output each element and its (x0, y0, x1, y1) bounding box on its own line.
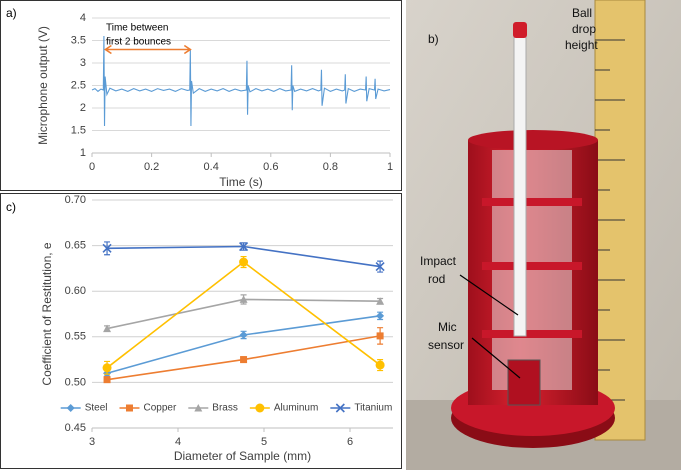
y-tick-label: 4 (80, 12, 86, 24)
x-tick-label: 5 (261, 436, 267, 448)
legend-label: Copper (143, 403, 176, 414)
photo-label: Ball (572, 6, 592, 20)
drop-tube (513, 35, 527, 337)
ruler-ticks (595, 39, 625, 401)
shelf (482, 198, 582, 206)
tube-cap (513, 22, 527, 38)
shelf (482, 330, 582, 338)
y-tick-label: 0.55 (65, 331, 86, 343)
annotation-arrow (103, 44, 192, 55)
marker (375, 262, 385, 272)
panel-label: a) (6, 6, 17, 20)
y-tick-label: 0.60 (65, 285, 86, 297)
legend-marker (66, 404, 75, 412)
photo-label: Impact (420, 254, 457, 268)
legend-label: Titanium (354, 403, 392, 414)
photo-label: Mic (438, 320, 457, 334)
x-tick-label: 0.2 (144, 161, 159, 173)
marker (102, 363, 112, 373)
x-axis-title: Diameter of Sample (mm) (174, 449, 311, 463)
marker (376, 311, 385, 320)
photo-label: drop (572, 22, 596, 36)
marker (239, 257, 249, 267)
series-line (91, 35, 391, 127)
y-axis-title: Coefficient of Restitution, e (40, 242, 54, 386)
x-tick-label: 0 (89, 161, 95, 173)
x-tick-label: 3 (89, 436, 95, 448)
x-tick-label: 1 (387, 161, 393, 173)
marker (103, 324, 112, 333)
y-tick-label: 1 (80, 147, 86, 159)
y-axis-title: Microphone output (V) (36, 26, 50, 145)
marker (376, 332, 384, 340)
x-axis-title: Time (s) (219, 175, 263, 189)
legend-marker (335, 403, 345, 413)
marker (103, 376, 111, 384)
shelf (482, 262, 582, 270)
legend-marker (255, 403, 265, 413)
marker (102, 243, 112, 253)
y-tick-label: 1.5 (71, 124, 86, 136)
photo-label: height (565, 38, 598, 52)
marker (239, 295, 248, 303)
legend-marker (194, 404, 203, 412)
legend-label: Steel (85, 403, 108, 414)
y-tick-label: 3.5 (71, 34, 86, 46)
panel-a-frame (0, 0, 402, 191)
pointer-arrow (471, 337, 521, 379)
legend-marker (125, 404, 133, 412)
legend-label: Brass (212, 403, 238, 414)
x-tick-label: 4 (175, 436, 181, 448)
tower-top (468, 130, 598, 150)
annotation: Time between (106, 23, 168, 34)
legend-label: Aluminum (274, 403, 318, 414)
marker (240, 356, 248, 364)
panel-c-frame (0, 193, 402, 469)
x-tick-label: 0.6 (263, 161, 278, 173)
y-tick-label: 0.45 (65, 422, 86, 434)
y-tick-label: 2.5 (71, 79, 86, 91)
panel-label: b) (428, 32, 439, 46)
y-tick-label: 3 (80, 57, 86, 69)
marker (239, 330, 248, 339)
photo-label: rod (428, 272, 445, 286)
marker (376, 297, 385, 305)
mic-board (507, 359, 541, 406)
marker (375, 360, 385, 370)
photo-label: sensor (428, 338, 464, 352)
x-tick-label: 0.4 (204, 161, 219, 173)
y-tick-label: 0.50 (65, 376, 86, 388)
x-tick-label: 6 (347, 436, 353, 448)
y-tick-label: 2 (80, 102, 86, 114)
y-tick-label: 0.65 (65, 240, 86, 252)
y-tick-label: 0.70 (65, 194, 86, 206)
photo (406, 0, 681, 470)
x-tick-label: 0.8 (323, 161, 338, 173)
pointer-arrow (459, 274, 519, 316)
marker (239, 241, 249, 252)
annotation: first 2 bounces (106, 37, 171, 48)
panel-label: c) (6, 200, 16, 214)
